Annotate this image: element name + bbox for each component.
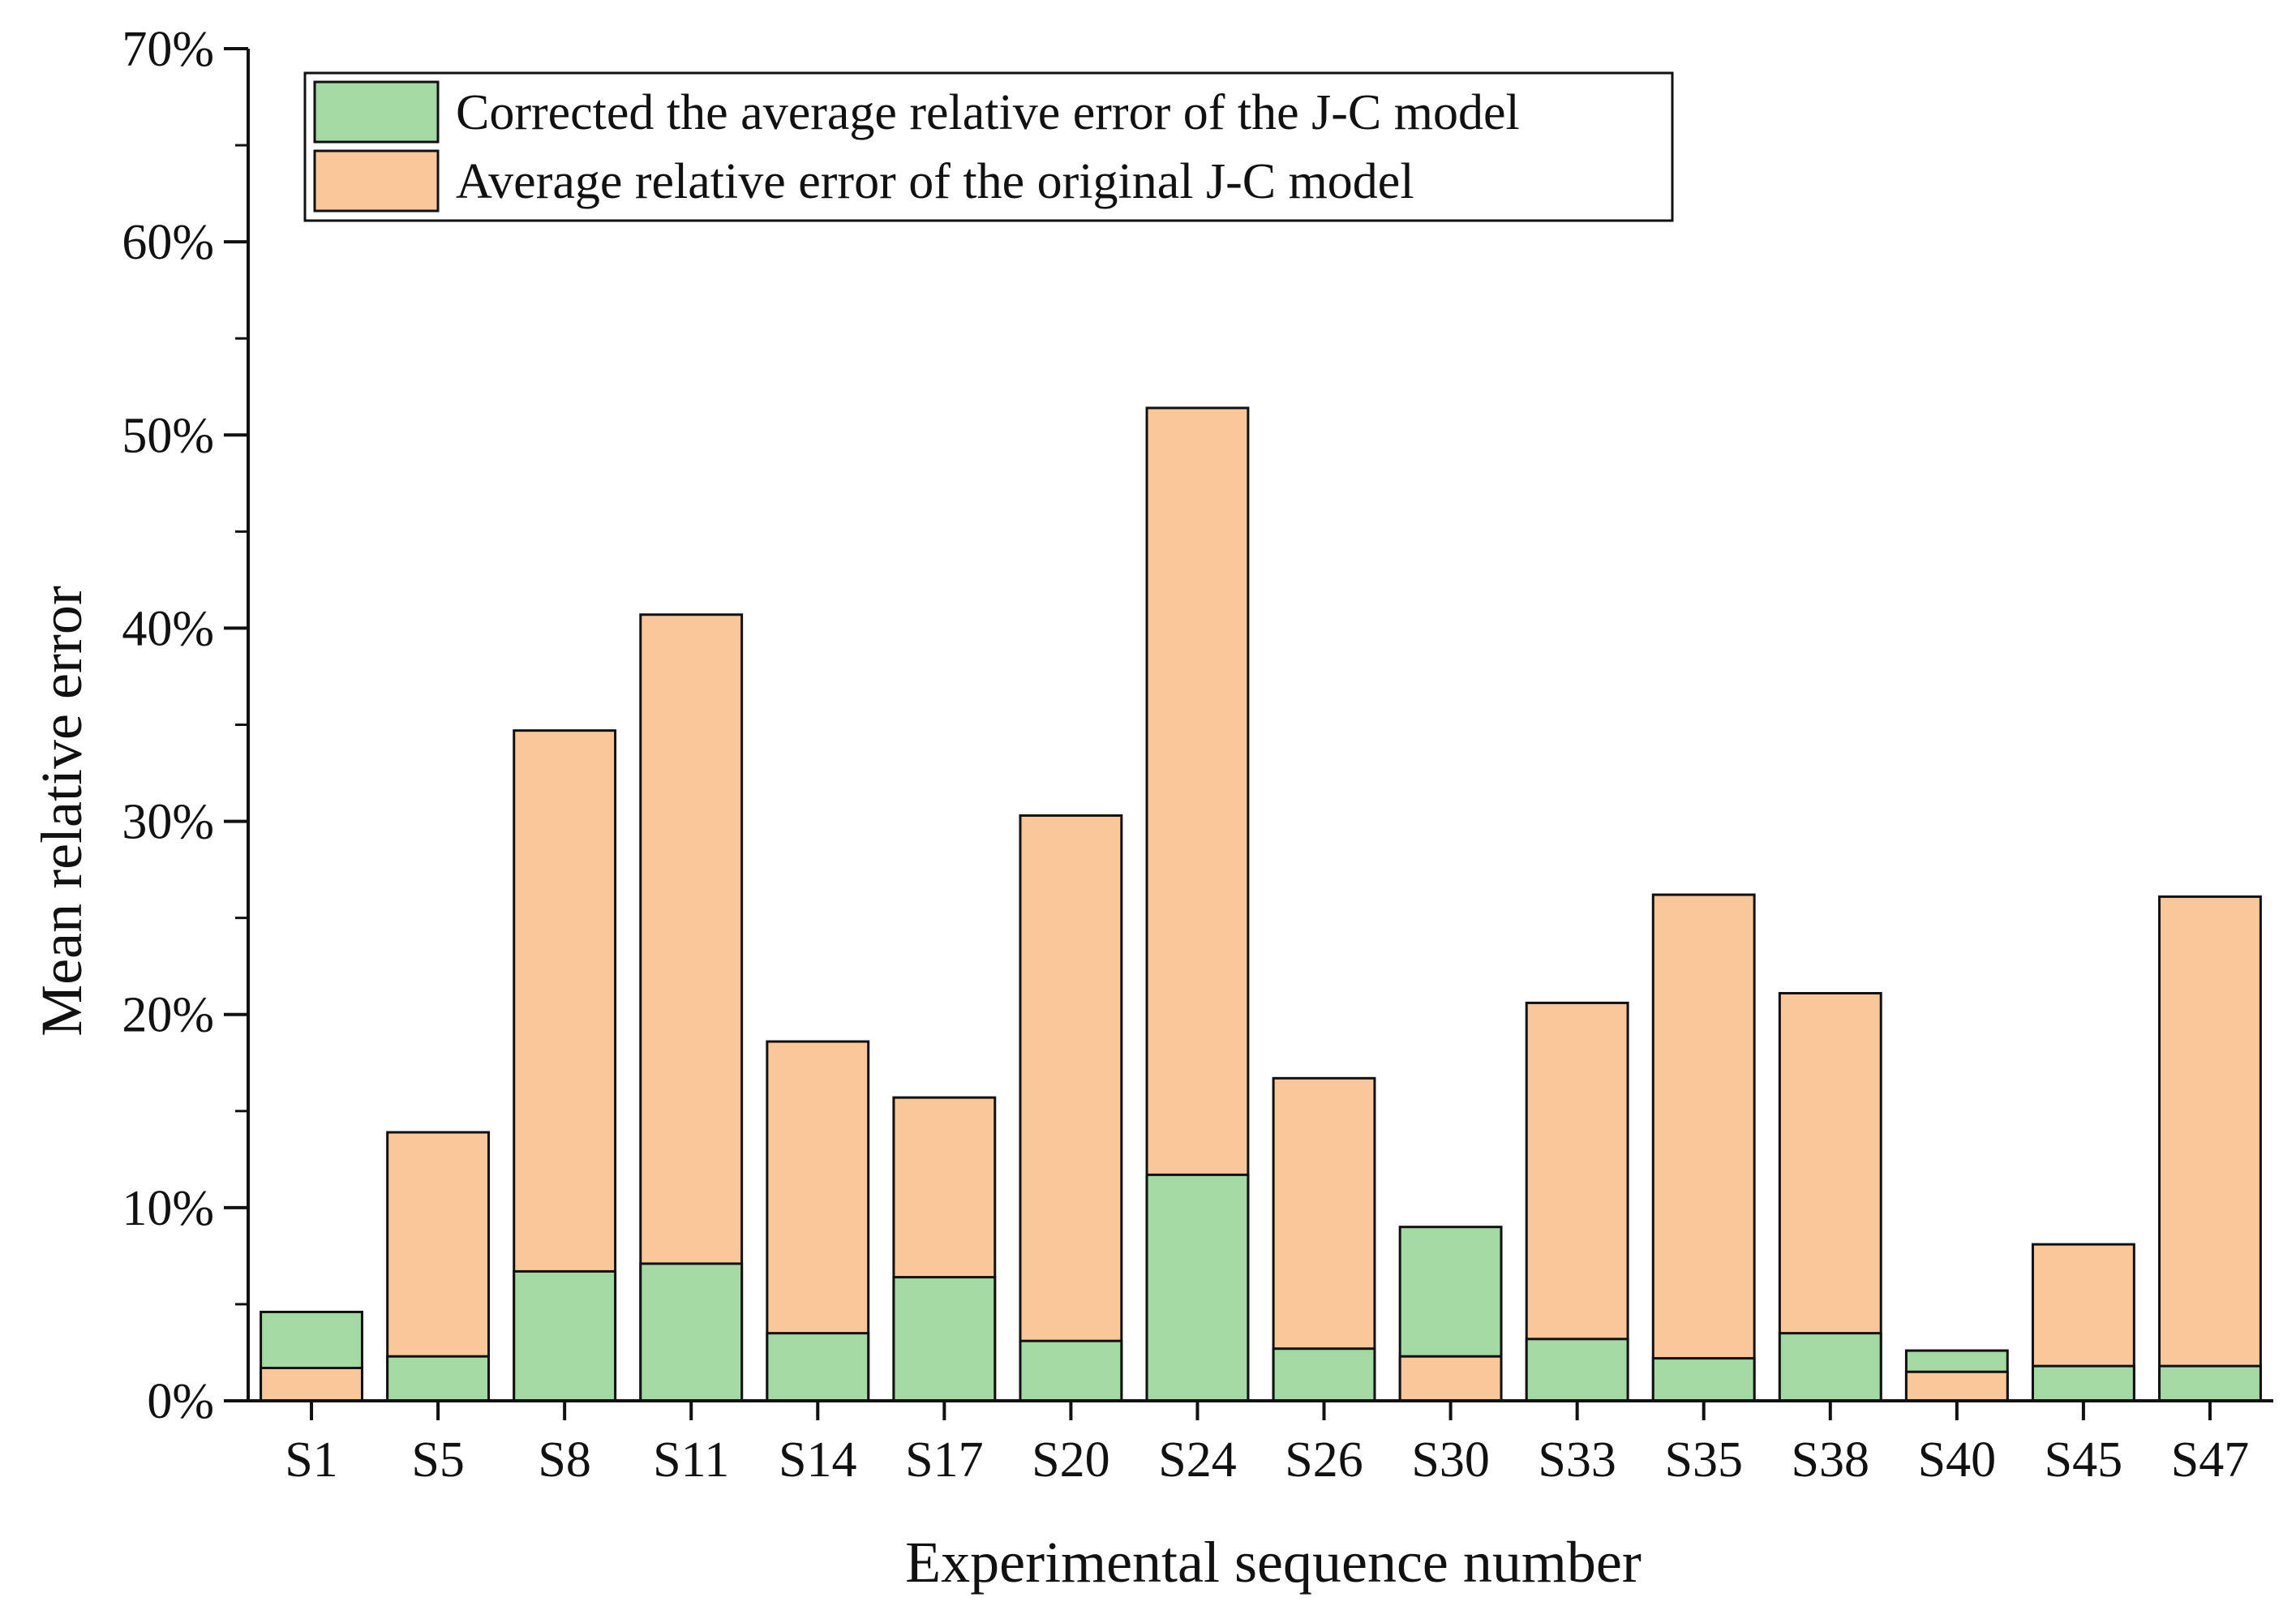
legend-label-original: Average relative error of the original J… — [456, 154, 1414, 209]
bar-corrected-s38 — [1778, 1332, 1882, 1402]
bar-corrected-s33 — [1525, 1338, 1629, 1402]
legend-label-corrected: Corrected the average relative error of … — [456, 85, 1520, 140]
x-tick-label: S45 — [2045, 1432, 2122, 1488]
bar-original-s26 — [1272, 1076, 1376, 1402]
x-tick-label: S11 — [653, 1432, 729, 1488]
x-tick-label: S24 — [1158, 1432, 1236, 1488]
bar-corrected-s11 — [639, 1262, 744, 1402]
y-tick-label: 20% — [122, 988, 214, 1043]
bar-corrected-s14 — [766, 1332, 870, 1402]
x-tick-label: S8 — [538, 1432, 590, 1488]
bar-corrected-s5 — [386, 1355, 491, 1402]
y-tick-label: 40% — [122, 601, 214, 656]
bar-original-s30 — [1398, 1355, 1503, 1402]
bar-original-s1 — [260, 1367, 363, 1402]
ticks-layer: 0% 10% 20% 30% 40% 50% 60% 70% S1 S5 S8 S11 S14 S17 S2… — [122, 22, 2249, 1488]
bar-original-s40 — [1904, 1370, 2009, 1402]
legend-box — [303, 71, 1674, 222]
bar-corrected-s20 — [1019, 1339, 1123, 1402]
y-tick-label: 0% — [147, 1374, 214, 1429]
y-tick-label: 60% — [122, 215, 214, 270]
legend-swatch-corrected — [313, 80, 440, 144]
y-axis-title: Mean relative error — [29, 586, 94, 1037]
x-axis-title: Experimental sequence number — [905, 1530, 1642, 1595]
x-tick-label: S17 — [905, 1432, 983, 1488]
bars-layer — [260, 406, 2262, 1402]
x-tick-label: S30 — [1411, 1432, 1489, 1488]
bar-corrected-s45 — [2031, 1364, 2135, 1402]
bar-corrected-s26 — [1272, 1347, 1376, 1402]
bar-original-s20 — [1019, 814, 1123, 1402]
bar-corrected-s47 — [2158, 1364, 2262, 1402]
legend-swatch-original — [313, 149, 440, 213]
bar-corrected-s17 — [892, 1276, 997, 1402]
y-tick-label: 30% — [122, 795, 214, 850]
bar-original-s35 — [1651, 893, 1756, 1402]
x-tick-label: S33 — [1538, 1432, 1616, 1488]
y-tick-label: 10% — [122, 1181, 214, 1236]
x-tick-label: S5 — [411, 1432, 464, 1488]
bar-corrected-s35 — [1651, 1357, 1756, 1402]
x-tick-label: S26 — [1285, 1432, 1363, 1488]
bar-corrected-s24 — [1145, 1173, 1250, 1402]
x-tick-label: S1 — [285, 1432, 337, 1488]
bar-corrected-s8 — [513, 1269, 617, 1402]
x-tick-label: S47 — [2171, 1432, 2249, 1488]
y-tick-label: 70% — [122, 22, 214, 77]
x-tick-label: S14 — [779, 1432, 856, 1488]
x-tick-label: S40 — [1918, 1432, 1996, 1488]
legend: Corrected the average relative error of … — [303, 71, 1674, 222]
x-tick-label: S38 — [1792, 1432, 1869, 1488]
x-tick-label: S20 — [1032, 1432, 1109, 1488]
x-tick-label: S35 — [1664, 1432, 1742, 1488]
bar-original-s47 — [2158, 895, 2262, 1402]
y-tick-label: 50% — [122, 408, 214, 463]
bar-original-s33 — [1525, 1001, 1629, 1402]
